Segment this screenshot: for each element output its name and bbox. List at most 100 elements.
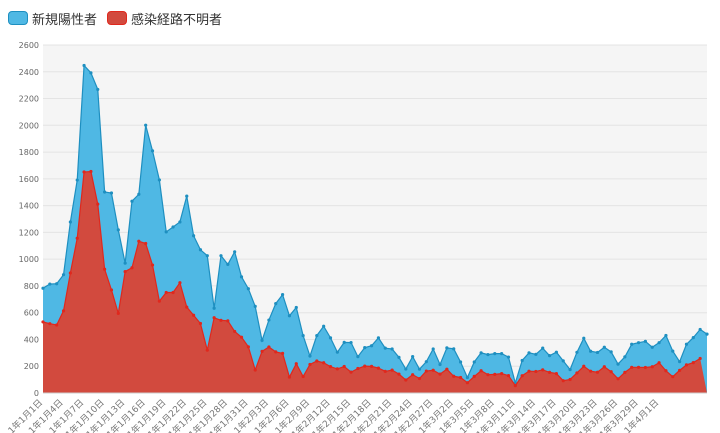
data-point-1 bbox=[534, 369, 538, 374]
series-area-0 bbox=[43, 65, 707, 394]
data-point-0 bbox=[109, 191, 114, 195]
data-point-1 bbox=[575, 371, 579, 375]
data-point-1 bbox=[301, 374, 305, 379]
legend-label-new-positive: 新規陽性者 bbox=[32, 12, 98, 28]
data-point-1 bbox=[294, 362, 298, 366]
data-point-0 bbox=[349, 340, 353, 345]
data-point-1 bbox=[191, 313, 196, 317]
legend-item-new-positive[interactable]: 新規陽性者 bbox=[8, 9, 97, 28]
data-point-1 bbox=[150, 263, 155, 267]
data-point-0 bbox=[609, 350, 613, 354]
data-point-1 bbox=[89, 169, 93, 174]
data-point-0 bbox=[445, 346, 449, 350]
data-point-0 bbox=[472, 360, 476, 364]
data-point-0 bbox=[157, 178, 161, 182]
data-point-1 bbox=[390, 368, 394, 372]
data-point-0 bbox=[150, 149, 155, 153]
data-point-1 bbox=[657, 361, 661, 365]
y-tick-label: 400 bbox=[24, 335, 39, 344]
data-point-0 bbox=[301, 333, 305, 338]
y-tick-label: 800 bbox=[24, 282, 39, 291]
data-point-1 bbox=[308, 362, 312, 367]
data-point-1 bbox=[274, 350, 278, 354]
data-point-0 bbox=[397, 355, 401, 359]
data-point-0 bbox=[369, 344, 374, 348]
data-point-0 bbox=[500, 352, 504, 356]
data-point-1 bbox=[48, 322, 52, 326]
data-point-0 bbox=[493, 352, 497, 356]
data-point-0 bbox=[55, 282, 59, 286]
data-point-1 bbox=[506, 374, 511, 378]
data-point-0 bbox=[417, 367, 422, 371]
series-area-1 bbox=[43, 171, 707, 393]
data-point-1 bbox=[397, 372, 401, 376]
data-point-0 bbox=[41, 286, 45, 290]
y-tick-label: 2600 bbox=[19, 41, 39, 50]
data-point-1 bbox=[602, 365, 606, 369]
data-point-1 bbox=[650, 365, 654, 369]
data-point-0 bbox=[534, 352, 538, 356]
data-point-1 bbox=[205, 348, 209, 352]
data-point-0 bbox=[506, 355, 511, 359]
data-point-1 bbox=[411, 373, 415, 377]
data-point-1 bbox=[178, 281, 182, 285]
y-tick-label: 1800 bbox=[19, 148, 39, 157]
data-point-0 bbox=[458, 360, 463, 364]
data-point-0 bbox=[68, 220, 72, 224]
data-point-1 bbox=[116, 311, 120, 315]
data-point-1 bbox=[233, 329, 237, 334]
y-tick-label: 1200 bbox=[19, 228, 39, 237]
data-point-0 bbox=[479, 351, 483, 355]
data-point-0 bbox=[568, 367, 572, 372]
data-point-0 bbox=[561, 359, 565, 363]
data-point-0 bbox=[404, 367, 408, 371]
y-tick-label: 200 bbox=[24, 362, 39, 371]
y-tick-label: 2400 bbox=[19, 68, 39, 77]
data-point-0 bbox=[678, 360, 682, 364]
data-point-0 bbox=[589, 349, 593, 353]
data-point-1 bbox=[479, 369, 483, 373]
data-point-1 bbox=[431, 368, 435, 372]
data-point-1 bbox=[486, 373, 490, 377]
legend-item-unknown-route[interactable]: 感染経路不明者 bbox=[107, 9, 222, 28]
data-point-1 bbox=[582, 364, 586, 368]
y-tick-label: 2200 bbox=[19, 95, 39, 104]
data-point-1 bbox=[280, 351, 285, 355]
data-point-1 bbox=[589, 369, 593, 373]
data-point-0 bbox=[657, 341, 661, 345]
data-point-0 bbox=[308, 354, 312, 358]
data-point-0 bbox=[212, 306, 216, 310]
data-point-1 bbox=[315, 359, 319, 363]
data-point-1 bbox=[349, 370, 353, 374]
data-point-0 bbox=[438, 362, 442, 367]
data-point-0 bbox=[465, 375, 470, 380]
data-point-0 bbox=[356, 354, 360, 359]
data-point-0 bbox=[191, 234, 196, 238]
data-point-0 bbox=[89, 71, 93, 75]
data-point-1 bbox=[643, 365, 647, 370]
data-point-0 bbox=[547, 354, 552, 358]
data-point-0 bbox=[260, 338, 264, 342]
y-tick-label: 2000 bbox=[19, 121, 39, 130]
data-point-0 bbox=[705, 332, 709, 336]
data-point-0 bbox=[424, 360, 428, 364]
data-point-1 bbox=[684, 363, 689, 367]
data-point-0 bbox=[541, 346, 545, 350]
data-point-0 bbox=[486, 352, 490, 357]
data-point-0 bbox=[452, 347, 456, 351]
data-point-1 bbox=[500, 371, 504, 376]
data-point-1 bbox=[671, 375, 675, 379]
data-point-0 bbox=[294, 305, 298, 310]
data-point-0 bbox=[123, 261, 127, 265]
data-point-1 bbox=[472, 374, 476, 379]
data-point-0 bbox=[595, 350, 600, 355]
data-point-1 bbox=[68, 271, 72, 275]
data-point-1 bbox=[609, 370, 613, 374]
data-point-0 bbox=[144, 123, 148, 127]
data-point-0 bbox=[96, 87, 100, 92]
data-point-1 bbox=[322, 361, 326, 365]
data-point-0 bbox=[287, 314, 292, 318]
data-point-1 bbox=[137, 239, 141, 243]
y-tick-label: 1000 bbox=[19, 255, 39, 264]
data-point-1 bbox=[445, 367, 449, 371]
